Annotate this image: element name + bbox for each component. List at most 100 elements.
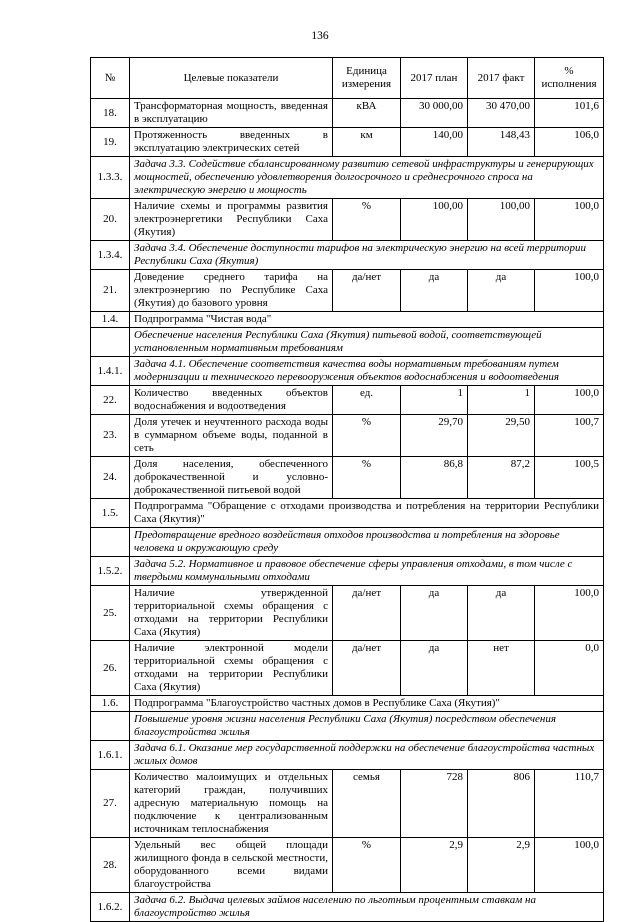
unit-cell: % — [332, 198, 401, 241]
fact-value: да — [467, 585, 535, 641]
percent-value: 100,5 — [534, 456, 604, 499]
page-number: 136 — [311, 30, 329, 42]
plan-value: 100,00 — [400, 198, 468, 241]
percent-value: 100,0 — [534, 837, 604, 893]
indicator-name: Доведение среднего тарифа на электроэнер… — [129, 269, 333, 312]
unit-cell: км — [332, 127, 401, 157]
indicator-row: 24. Доля населения, обеспеченного доброка… — [90, 456, 604, 499]
indicator-name: Протяженность введенных в эксплуатацию э… — [129, 127, 333, 157]
percent-value: 110,7 — [534, 769, 604, 838]
section-row: Предотвращение вредного воздействия отхо… — [90, 527, 604, 557]
section-text: Подпрограмма "Благоустройство частных до… — [129, 695, 604, 712]
fact-value: 29,50 — [467, 414, 535, 457]
unit-cell: кВА — [332, 98, 401, 128]
indicator-name: Трансформаторная мощность, введенная в э… — [129, 98, 333, 128]
row-number — [90, 711, 130, 741]
section-text: Задача 3.3. Содействие сбалансированному… — [129, 156, 604, 199]
indicator-row: 26. Наличие электронной модели территориа… — [90, 640, 604, 696]
col-header-indicator: Целевые показатели — [129, 57, 333, 99]
section-text: Задача 3.4. Обеспечение доступности тари… — [129, 240, 604, 270]
fact-value: 100,00 — [467, 198, 535, 241]
indicator-name: Количество введенных объектов водоснабже… — [129, 385, 333, 415]
section-text: Подпрограмма "Чистая вода" — [129, 311, 604, 328]
indicator-row: 19. Протяженность введенных в эксплуатаци… — [90, 127, 604, 157]
percent-value: 100,0 — [534, 585, 604, 641]
unit-cell: ед. — [332, 385, 401, 415]
section-row: 1.5. Подпрограмма "Обращение с отходами п… — [90, 498, 604, 528]
row-number: 27. — [90, 769, 130, 838]
fact-value: да — [467, 269, 535, 312]
row-number: 1.3.4. — [90, 240, 130, 270]
fact-value: 148,43 — [467, 127, 535, 157]
section-row: 1.4.1. Задача 4.1. Обеспечение соответств… — [90, 356, 604, 386]
section-row: 1.4. Подпрограмма "Чистая вода" — [90, 311, 604, 328]
row-number: 26. — [90, 640, 130, 696]
plan-value: да — [400, 585, 468, 641]
percent-value: 100,7 — [534, 414, 604, 457]
plan-value: 140,00 — [400, 127, 468, 157]
percent-value: 100,0 — [534, 269, 604, 312]
section-text: Обеспечение населения Республики Саха (Я… — [129, 327, 604, 357]
row-number: 1.3.3. — [90, 156, 130, 199]
unit-cell: % — [332, 837, 401, 893]
table-body: 18. Трансформаторная мощность, введенная … — [90, 98, 604, 922]
header-row: № Целевые показатели Единица измерения 2… — [90, 57, 604, 99]
col-header-percent: % исполнения — [534, 57, 604, 99]
unit-cell: семья — [332, 769, 401, 838]
indicators-table: № Целевые показатели Единица измерения 2… — [90, 57, 604, 922]
unit-cell: да/нет — [332, 269, 401, 312]
row-number — [90, 527, 130, 557]
indicator-name: Количество малоимущих и отдельных катего… — [129, 769, 333, 838]
row-number: 1.5.2. — [90, 556, 130, 586]
indicator-row: 18. Трансформаторная мощность, введенная … — [90, 98, 604, 128]
fact-value: нет — [467, 640, 535, 696]
section-row: Обеспечение населения Республики Саха (Я… — [90, 327, 604, 357]
row-number: 19. — [90, 127, 130, 157]
row-number: 1.6.1. — [90, 740, 130, 770]
section-row: 1.6.2. Задача 6.2. Выдача целевых займов … — [90, 892, 604, 922]
indicator-name: Наличие утвержденной территориальной схе… — [129, 585, 333, 641]
row-number: 1.6. — [90, 695, 130, 712]
indicator-row: 27. Количество малоимущих и отдельных кат… — [90, 769, 604, 838]
section-text: Задача 4.1. Обеспечение соответствия кач… — [129, 356, 604, 386]
col-header-num: № — [90, 57, 130, 99]
indicator-name: Доля утечек и неучтенного расхода воды в… — [129, 414, 333, 457]
plan-value: 29,70 — [400, 414, 468, 457]
section-text: Предотвращение вредного воздействия отхо… — [129, 527, 604, 557]
section-row: 1.3.3. Задача 3.3. Содействие сбалансиров… — [90, 156, 604, 199]
fact-value: 87,2 — [467, 456, 535, 499]
indicator-name: Наличие схемы и программы развития элект… — [129, 198, 333, 241]
row-number: 28. — [90, 837, 130, 893]
indicator-row: 20. Наличие схемы и программы развития эл… — [90, 198, 604, 241]
col-header-plan: 2017 план — [400, 57, 468, 99]
percent-value: 100,0 — [534, 385, 604, 415]
row-number: 21. — [90, 269, 130, 312]
plan-value: 1 — [400, 385, 468, 415]
section-row: 1.5.2. Задача 5.2. Нормативное и правовое… — [90, 556, 604, 586]
indicator-row: 23. Доля утечек и неучтенного расхода вод… — [90, 414, 604, 457]
plan-value: 728 — [400, 769, 468, 838]
section-row: 1.6. Подпрограмма "Благоустройство частны… — [90, 695, 604, 712]
plan-value: 86,8 — [400, 456, 468, 499]
col-header-fact: 2017 факт — [467, 57, 535, 99]
plan-value: да — [400, 269, 468, 312]
unit-cell: % — [332, 414, 401, 457]
col-header-unit: Единица измерения — [332, 57, 401, 99]
indicator-name: Удельный вес общей площади жилищного фон… — [129, 837, 333, 893]
indicator-row: 25. Наличие утвержденной территориальной … — [90, 585, 604, 641]
indicator-row: 28. Удельный вес общей площади жилищного … — [90, 837, 604, 893]
row-number: 25. — [90, 585, 130, 641]
section-text: Подпрограмма "Обращение с отходами произ… — [129, 498, 604, 528]
unit-cell: да/нет — [332, 640, 401, 696]
percent-value: 0,0 — [534, 640, 604, 696]
indicator-row: 21. Доведение среднего тарифа на электроэ… — [90, 269, 604, 312]
section-text: Задача 6.1. Оказание мер государственной… — [129, 740, 604, 770]
unit-cell: % — [332, 456, 401, 499]
percent-value: 100,0 — [534, 198, 604, 241]
row-number: 22. — [90, 385, 130, 415]
indicator-row: 22. Количество введенных объектов водосна… — [90, 385, 604, 415]
indicator-name: Доля населения, обеспеченного доброкачес… — [129, 456, 333, 499]
section-text: Задача 5.2. Нормативное и правовое обесп… — [129, 556, 604, 586]
indicator-name: Наличие электронной модели территориальн… — [129, 640, 333, 696]
percent-value: 106,0 — [534, 127, 604, 157]
